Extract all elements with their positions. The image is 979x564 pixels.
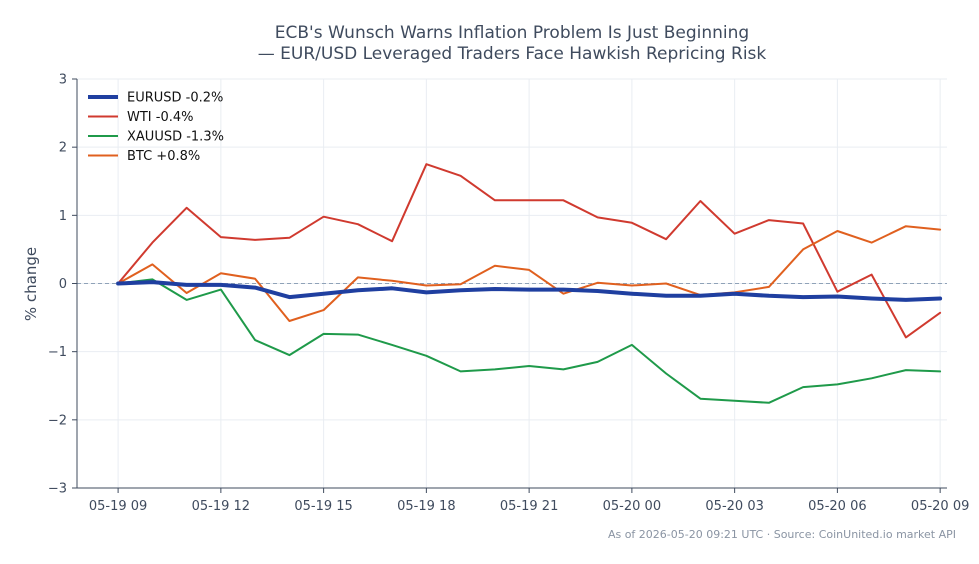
y-tick-label-1: 2 (59, 141, 67, 156)
x-tick-label-6: 05-20 03 (705, 499, 763, 514)
y-tick-label-6: −3 (48, 482, 67, 497)
y-tick-label-2: 1 (59, 209, 67, 224)
x-tick-label-2: 05-19 15 (294, 499, 352, 514)
chart-title-line-1: ECB's Wunsch Warns Inflation Problem Is … (275, 23, 749, 43)
series-line-2 (117, 278, 942, 404)
x-tick-label-0: 05-19 09 (89, 499, 147, 514)
legend-label-1: WTI -0.4% (127, 110, 193, 125)
x-tick-label-7: 05-20 06 (808, 499, 866, 514)
x-tick-label-1: 05-19 12 (192, 499, 250, 514)
x-axis-ticks: 05-19 09 05-19 12 05-19 15 05-19 18 05-19 21… (89, 488, 969, 514)
legend: EURUSD -0.2% WTI -0.4% XAUUSD -1.3% BTC +0.… (88, 91, 224, 164)
legend-label-2: XAUUSD -1.3% (127, 130, 224, 145)
y-tick-label-5: −2 (48, 413, 67, 428)
y-tick-label-0: 3 (59, 73, 67, 88)
series-line-0 (116, 280, 943, 302)
footer-source-text: As of 2026-05-20 09:21 UTC · Source: Coi… (608, 528, 956, 541)
series-line-3 (117, 225, 942, 322)
series-line-1 (117, 163, 942, 339)
chart-title-line-2: — EUR/USD Leveraged Traders Face Hawkish… (258, 44, 767, 64)
x-tick-label-8: 05-20 09 (911, 499, 969, 514)
x-tick-label-5: 05-20 00 (603, 499, 661, 514)
y-axis-label: % change (22, 247, 40, 321)
y-tick-label-4: −1 (48, 345, 67, 360)
series-group (116, 163, 943, 404)
y-tick-label-3: 0 (59, 277, 67, 292)
legend-label-3: BTC +0.8% (127, 149, 200, 164)
x-tick-label-3: 05-19 18 (397, 499, 455, 514)
x-tick-label-4: 05-19 21 (500, 499, 558, 514)
y-axis-ticks: 3 2 1 0 −1 −2 −3 (48, 73, 77, 497)
legend-label-0: EURUSD -0.2% (127, 91, 223, 106)
